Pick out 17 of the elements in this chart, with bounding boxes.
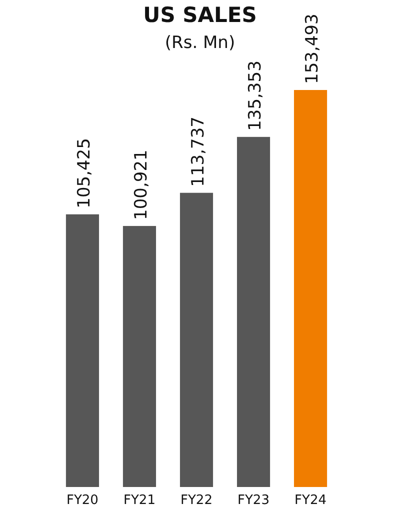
x-tick-label: FY21: [124, 493, 156, 508]
data-label: 105,425: [74, 138, 94, 208]
chart-subtitle: (Rs. Mn): [164, 33, 236, 53]
bar: [180, 192, 214, 487]
data-label: 135,353: [246, 60, 266, 131]
x-tick-label: FY22: [180, 493, 212, 508]
x-tick-label: FY20: [66, 493, 98, 508]
data-label: 100,921: [131, 150, 152, 220]
bar: [236, 136, 270, 487]
bar: [122, 226, 156, 487]
bar: [294, 90, 328, 487]
data-label: 113,737: [188, 116, 208, 187]
bar: [66, 214, 100, 487]
x-tick-label: FY23: [238, 493, 270, 508]
chart-title: US SALES: [143, 3, 257, 27]
x-tick-label: FY24: [294, 493, 327, 508]
data-label: 153,493: [302, 14, 323, 84]
